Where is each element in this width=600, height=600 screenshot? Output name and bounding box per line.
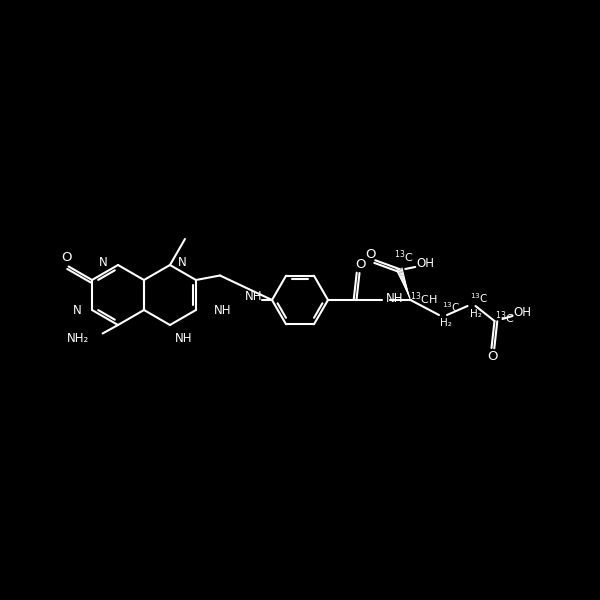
Text: NH: NH — [386, 292, 404, 305]
Text: N: N — [73, 304, 82, 317]
Text: NH: NH — [245, 290, 263, 304]
Text: OH: OH — [416, 257, 434, 271]
Text: $^{13}$C: $^{13}$C — [495, 310, 514, 326]
Text: $^{13}$C: $^{13}$C — [442, 300, 460, 314]
Text: NH: NH — [214, 304, 232, 317]
Text: O: O — [355, 257, 366, 271]
Text: N: N — [178, 257, 187, 269]
Text: $^{13}$CH: $^{13}$CH — [410, 290, 437, 307]
Text: OH: OH — [514, 307, 532, 319]
Text: NH₂: NH₂ — [67, 332, 89, 345]
Text: H₂: H₂ — [470, 309, 481, 319]
Text: $^{13}$C: $^{13}$C — [470, 291, 488, 305]
Text: O: O — [61, 251, 72, 264]
Text: O: O — [365, 248, 376, 261]
Text: O: O — [487, 350, 498, 364]
Text: N: N — [99, 257, 108, 269]
Text: H₂: H₂ — [440, 318, 452, 328]
Text: NH: NH — [175, 331, 193, 344]
Text: $^{13}$C: $^{13}$C — [394, 248, 414, 265]
